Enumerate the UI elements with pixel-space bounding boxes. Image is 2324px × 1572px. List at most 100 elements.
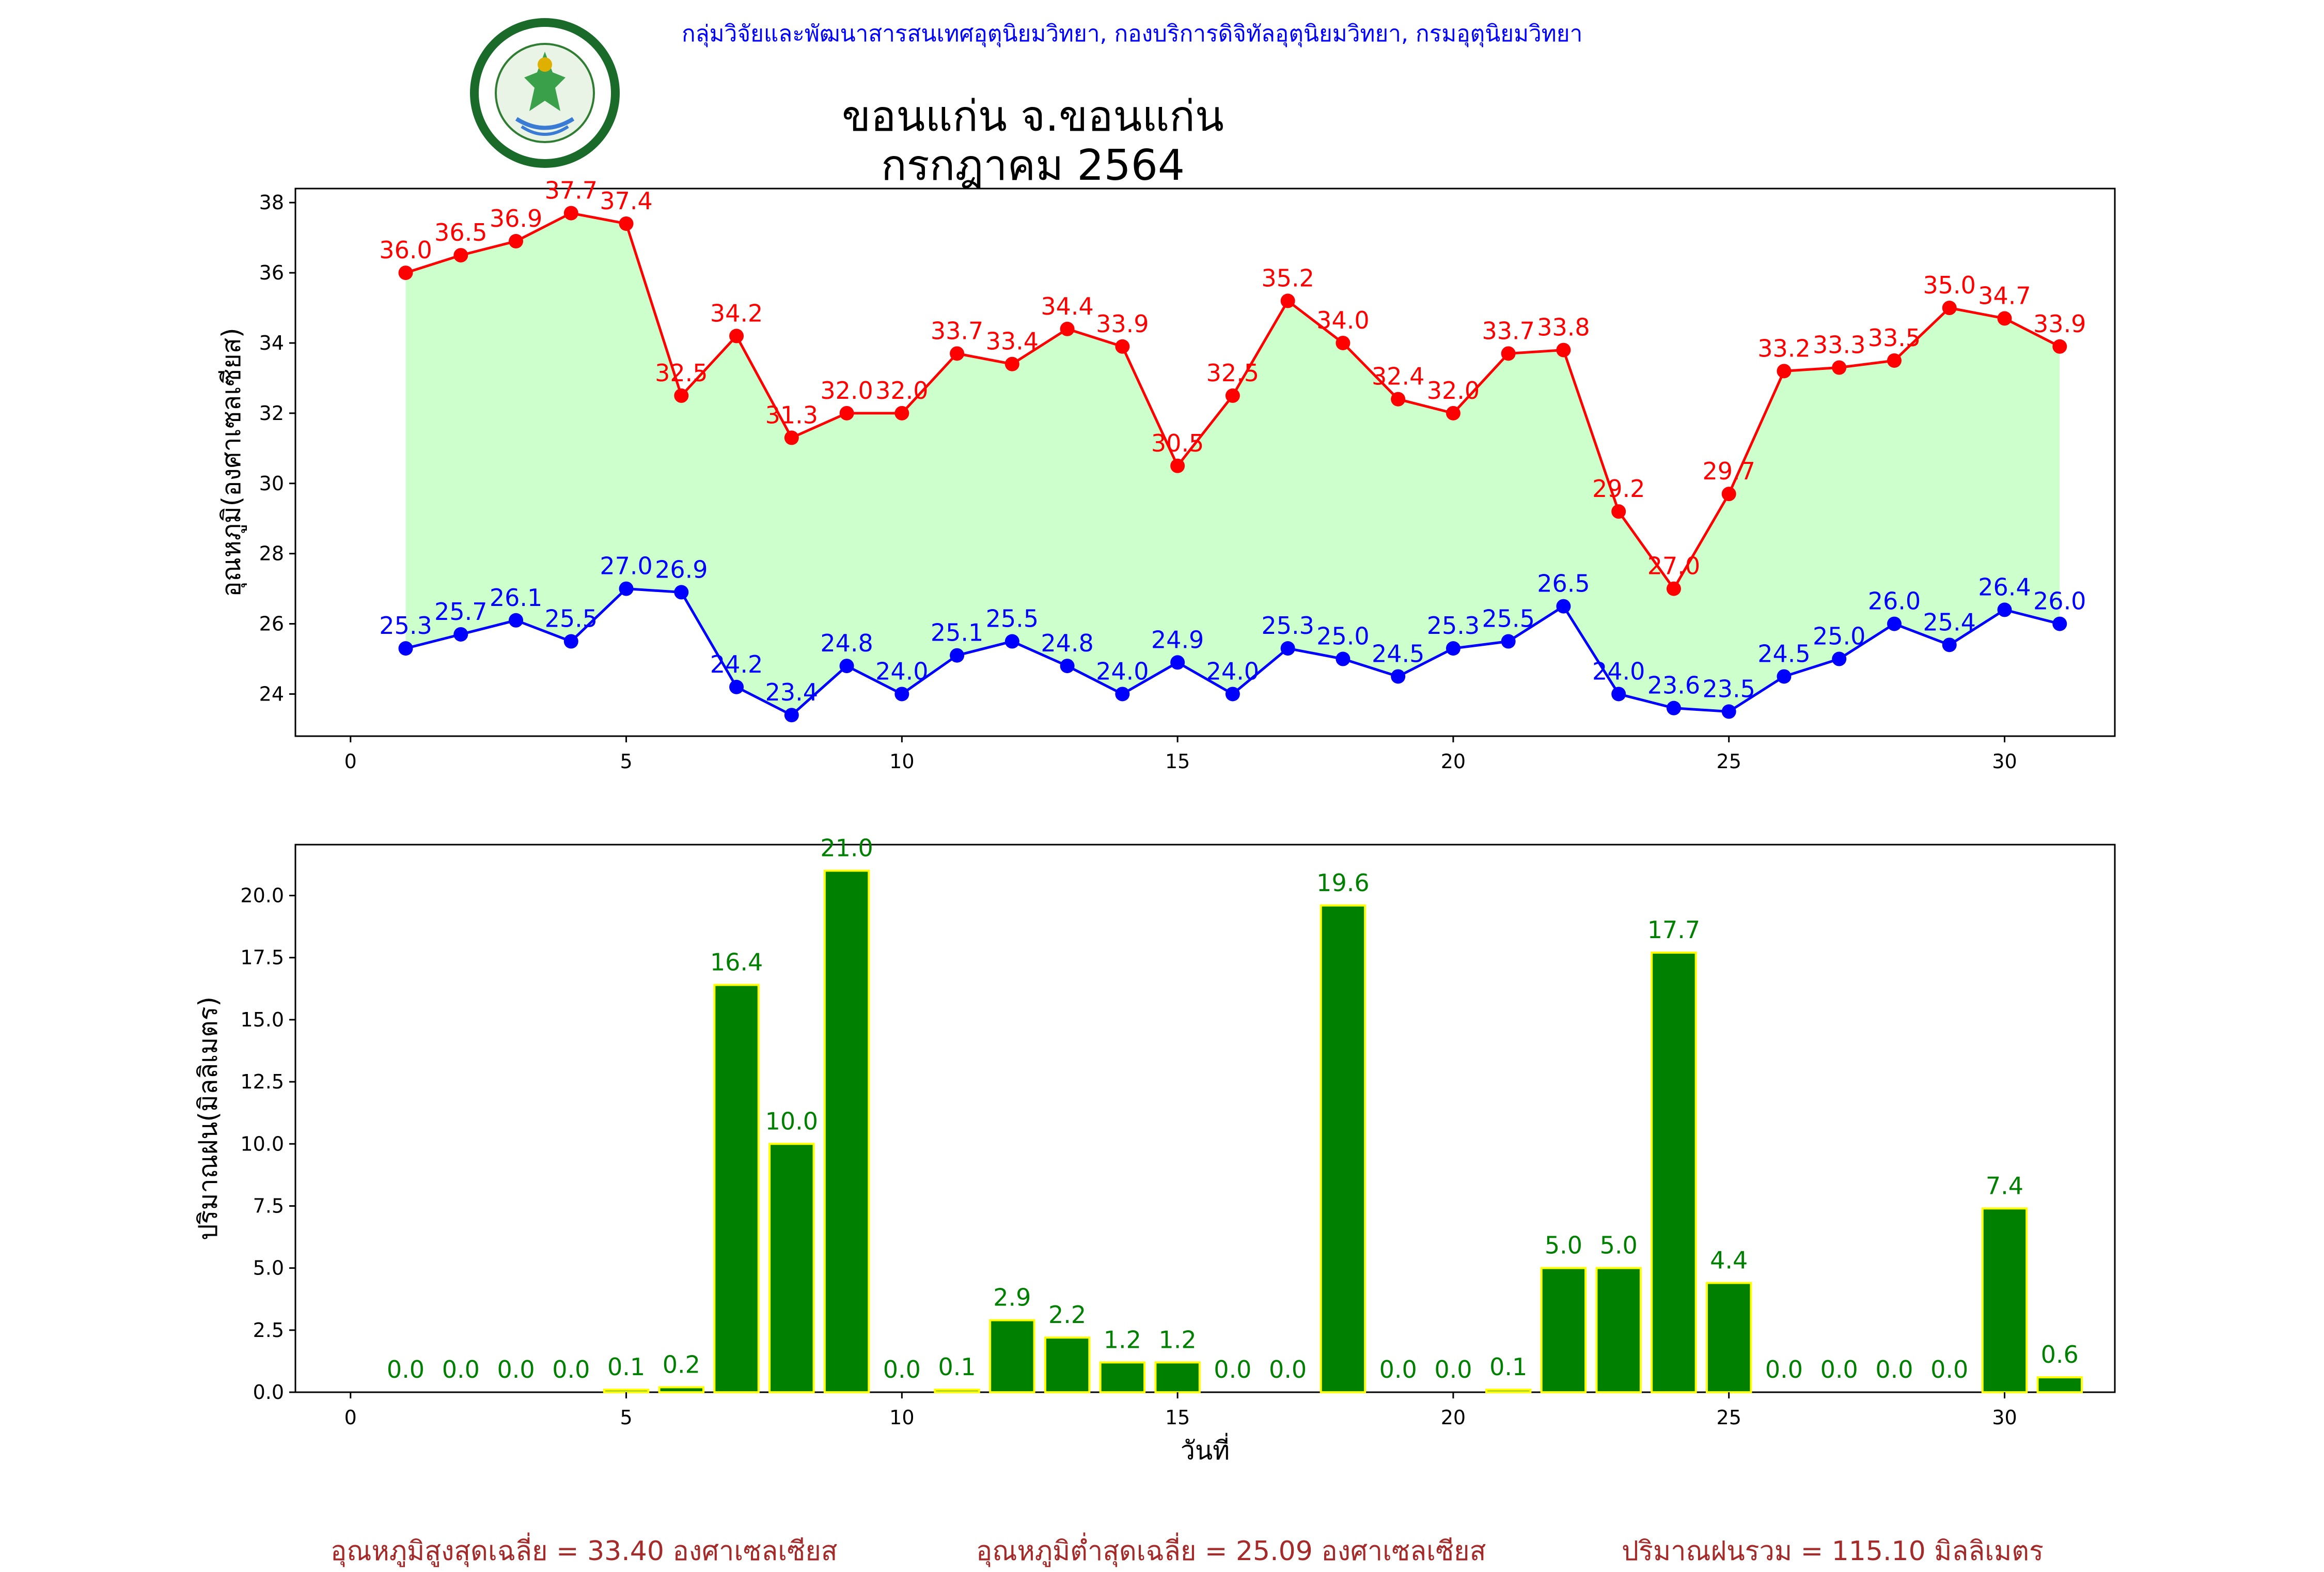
rain-data-label: 0.1: [607, 1353, 645, 1381]
rain-data-label: 5.0: [1545, 1232, 1582, 1259]
min-temp-point: [674, 585, 689, 600]
min-temp-data-label: 23.6: [1647, 672, 1700, 699]
max-temp-data-label: 36.0: [379, 236, 432, 264]
rain-bar: [1981, 1207, 2028, 1394]
rain-data-label: 0.0: [497, 1356, 535, 1383]
max-temp-point: [1887, 353, 1902, 368]
max-temp-data-label: 33.9: [1096, 310, 1149, 338]
y-tick-label: 10.0: [240, 1132, 284, 1155]
x-tick-label: 5: [620, 1406, 632, 1429]
min-temp-point: [1997, 602, 2012, 617]
rain-data-label: 0.0: [1214, 1356, 1251, 1383]
max-temp-data-label: 32.0: [820, 377, 873, 404]
min-temp-data-label: 26.1: [490, 584, 542, 612]
temperature-range-fill: [405, 213, 2060, 715]
y-axis-label: ปริมาณฝน(มิลลิเมตร): [193, 997, 223, 1240]
x-tick-label: 0: [344, 1406, 357, 1429]
x-tick-label: 20: [1441, 750, 1466, 773]
min-temp-point: [2052, 616, 2067, 631]
max-temp-data-label: 32.5: [655, 359, 708, 387]
min-temp-data-label: 26.5: [1537, 570, 1590, 598]
max-temp-point: [1170, 458, 1185, 473]
rain-bar: [823, 869, 870, 1393]
min-temp-point: [1336, 651, 1351, 666]
chart-title-line1: ขอนแก่น จ.ขอนแก่น: [841, 92, 1224, 141]
x-tick-label: 15: [1165, 750, 1190, 773]
min-temp-point: [1446, 641, 1461, 656]
rainfall-chart: 0.0 0.0 0.0 0.0 0.1 0.2 16.4 10.0 21.0 0.0 0.1 2.9 2…: [193, 834, 2116, 1466]
x-axis-label: วันที่: [1181, 1433, 1230, 1466]
min-temp-data-label: 25.3: [379, 612, 432, 640]
rain-data-label: 0.0: [1269, 1356, 1307, 1383]
min-temp-point: [839, 659, 854, 674]
min-temp-point: [784, 708, 799, 723]
rain-data-label: 10.0: [765, 1107, 818, 1135]
x-tick-label: 30: [1992, 1406, 2017, 1429]
rain-bar: [603, 1389, 650, 1394]
max-temp-data-label: 31.3: [765, 401, 818, 429]
x-tick-label: 20: [1441, 1406, 1466, 1429]
min-temp-data-label: 24.0: [875, 657, 928, 685]
min-temp-data-label: 25.3: [1261, 612, 1314, 640]
y-tick-label: 36: [259, 261, 284, 284]
y-tick-label: 2.5: [253, 1319, 284, 1342]
min-temp-point: [1501, 634, 1516, 649]
min-temp-data-label: 24.0: [1096, 657, 1149, 685]
rain-data-label: 0.6: [2041, 1341, 2079, 1368]
plot-frame: [294, 188, 2116, 737]
plot-frame: [294, 844, 2116, 1393]
rain-bar: [1540, 1267, 1587, 1394]
x-tick-label: 15: [1165, 1406, 1190, 1429]
max-temp-data-label: 32.0: [875, 377, 928, 404]
y-tick-label: 5.0: [253, 1257, 284, 1280]
rain-bar: [768, 1143, 815, 1393]
max-temp-data-label: 29.2: [1592, 475, 1645, 503]
min-temp-data-label: 24.9: [1151, 626, 1204, 653]
rain-data-label: 19.6: [1316, 869, 1369, 897]
min-temp-data-label: 24.8: [820, 629, 873, 657]
rain-bar: [934, 1389, 980, 1394]
max-temp-point: [398, 266, 413, 281]
x-tick-label: 25: [1717, 1406, 1741, 1429]
max-temp-point: [1666, 581, 1681, 596]
max-temp-point: [619, 216, 634, 231]
max-temp-point: [1942, 301, 1957, 316]
rain-data-label: 1.2: [1159, 1326, 1197, 1353]
rain-bar: [1044, 1336, 1091, 1393]
rain-data-label: 0.0: [1875, 1356, 1913, 1383]
y-tick-label: 28: [259, 542, 284, 565]
min-temp-point: [398, 641, 413, 656]
rain-data-label: 0.0: [442, 1356, 480, 1383]
min-temp-point: [563, 634, 578, 649]
min-temp-data-label: 24.0: [1206, 657, 1259, 685]
rain-bar: [1651, 952, 1697, 1393]
max-temp-data-label: 33.8: [1537, 314, 1590, 341]
min-temp-data-label: 24.2: [710, 650, 763, 678]
max-temp-point: [1556, 343, 1571, 357]
x-tick-label: 10: [889, 1406, 914, 1429]
max-temp-point: [509, 234, 524, 248]
max-temp-point: [1446, 406, 1461, 421]
y-tick-label: 30: [259, 472, 284, 495]
max-temp-data-label: 27.0: [1647, 552, 1700, 580]
y-tick-label: 20.0: [240, 884, 284, 907]
max-temp-point: [784, 430, 799, 445]
meteorological-department-logo: [470, 18, 620, 168]
footer-min-avg: อุณหภูมิต่ำสุดเฉลี่ย = 25.09 องศาเซลเซีย…: [976, 1536, 1486, 1567]
max-temp-data-label: 34.7: [1978, 282, 2031, 309]
max-temp-data-label: 33.2: [1757, 334, 1810, 362]
y-tick-label: 26: [259, 613, 284, 635]
rain-bar: [1320, 904, 1367, 1393]
min-temp-point: [509, 613, 524, 628]
max-temp-data-label: 36.9: [490, 205, 542, 232]
min-temp-data-label: 25.7: [434, 598, 487, 626]
rain-data-label: 0.0: [1765, 1356, 1803, 1383]
rain-data-label: 1.2: [1104, 1326, 1141, 1353]
rain-data-label: 21.0: [820, 834, 873, 862]
rain-data-label: 0.2: [663, 1350, 700, 1378]
max-temp-data-label: 33.7: [1482, 317, 1534, 345]
rain-data-label: 0.0: [883, 1356, 921, 1383]
max-temp-data-label: 35.0: [1923, 271, 1976, 299]
min-temp-point: [1666, 701, 1681, 715]
min-temp-data-label: 23.5: [1702, 675, 1755, 703]
